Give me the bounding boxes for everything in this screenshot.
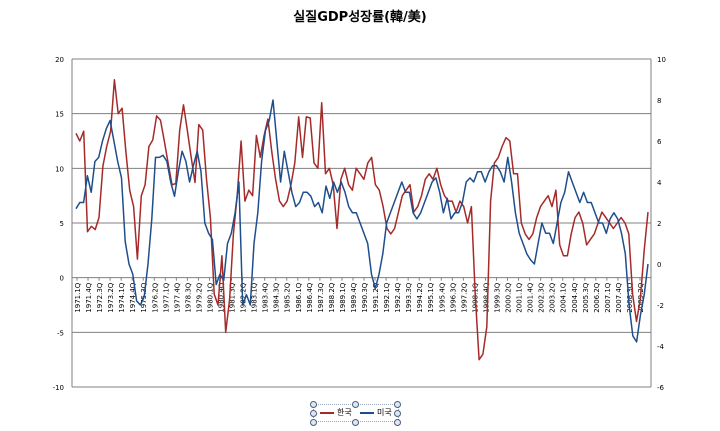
x-tick-label: 1989.4Q xyxy=(350,282,358,312)
y-tick-label: 0 xyxy=(60,275,64,283)
legend-resize-handle[interactable] xyxy=(352,401,359,408)
y-tick-label: 5 xyxy=(60,220,64,228)
x-tick-label: 2002.3Q xyxy=(538,282,546,312)
x-tick-label: 1995.4Q xyxy=(438,282,446,312)
y-tick-label: -5 xyxy=(57,329,64,337)
x-tick-label: 1996.3Q xyxy=(449,282,457,312)
x-tick-label: 1988.2Q xyxy=(328,282,336,312)
x-tick-label: 2004.1Q xyxy=(560,282,568,312)
x-tick-label: 1990.3Q xyxy=(361,282,369,312)
x-tick-label: 2001.4Q xyxy=(527,282,535,312)
y2-tick-label: -2 xyxy=(657,302,664,310)
x-tick-label: 1972.3Q xyxy=(96,282,104,312)
legend-resize-handle[interactable] xyxy=(394,419,401,426)
x-tick-label: 1980.4Q xyxy=(218,282,226,312)
legend-resize-handle[interactable] xyxy=(310,410,317,417)
x-tick-label: 1994.2Q xyxy=(416,282,424,312)
x-tick-label: 1978.3Q xyxy=(184,282,192,312)
y2-tick-label: 6 xyxy=(657,138,662,146)
x-tick-label: 1998.4Q xyxy=(482,282,490,312)
y-tick-label: 10 xyxy=(55,165,64,173)
x-tick-label: 1976.2Q xyxy=(151,282,159,312)
y2-tick-label: 0 xyxy=(657,261,661,269)
legend[interactable]: 한국 미국 xyxy=(310,401,401,426)
x-tick-label: 1980.1Q xyxy=(206,282,214,312)
x-tick-label: 2000.2Q xyxy=(505,282,513,312)
y2-tick-label: 4 xyxy=(657,179,662,187)
legend-swatch-usa xyxy=(360,411,374,414)
legend-resize-handle[interactable] xyxy=(310,401,317,408)
x-tick-label: 2007.4Q xyxy=(615,282,623,312)
x-tick-label: 1973.2Q xyxy=(107,282,115,312)
x-tick-label: 1974.1Q xyxy=(118,282,126,312)
chart-title: 실질GDP성장률(韓/美) xyxy=(293,10,427,25)
x-tick-label: 1986.1Q xyxy=(295,282,303,312)
x-tick-label: 1982.2Q xyxy=(240,282,248,312)
x-tick-label: 2001.1Q xyxy=(516,282,524,312)
x-tick-label: 2004.4Q xyxy=(571,282,579,312)
x-tick-label: 2007.1Q xyxy=(604,282,612,312)
x-tick-label: 1991.2Q xyxy=(372,282,380,312)
y2-tick-label: 10 xyxy=(657,56,666,64)
x-tick-label: 1984.3Q xyxy=(273,282,281,312)
series-line-usa xyxy=(75,99,649,343)
y2-tick-label: 8 xyxy=(657,97,661,105)
x-tick-label: 1989.1Q xyxy=(339,282,347,312)
y-tick-label: 20 xyxy=(55,56,64,64)
x-tick-label: 1992.4Q xyxy=(394,282,402,312)
x-tick-label: 1997.2Q xyxy=(460,282,468,312)
x-tick-label: 1993.3Q xyxy=(405,282,413,312)
legend-label-korea: 한국 xyxy=(337,408,352,417)
legend-resize-handle[interactable] xyxy=(310,419,317,426)
x-tick-label: 1971.1Q xyxy=(74,282,82,312)
x-tick-label: 2003.2Q xyxy=(549,282,557,312)
x-tick-label: 1995.1Q xyxy=(427,282,435,312)
x-tick-label: 1983.4Q xyxy=(262,282,270,312)
x-tick-label: 1999.3Q xyxy=(493,282,501,312)
x-tick-label: 1979.2Q xyxy=(195,282,203,312)
x-tick-label: 1986.4Q xyxy=(306,282,314,312)
y2-tick-label: -4 xyxy=(657,343,665,351)
x-tick-label: 1977.1Q xyxy=(162,282,170,312)
y-tick-label: 15 xyxy=(55,111,64,119)
legend-item-korea: 한국 xyxy=(320,407,352,418)
x-tick-label: 1992.1Q xyxy=(383,282,391,312)
series-line-korea xyxy=(75,79,649,361)
y-tick-label: -10 xyxy=(53,384,64,392)
y2-tick-label: 2 xyxy=(657,220,661,228)
y2-tick-label: -6 xyxy=(657,384,665,392)
x-tick-label: 1977.4Q xyxy=(173,282,181,312)
x-tick-label: 1987.3Q xyxy=(317,282,325,312)
x-tick-label: 1981.3Q xyxy=(229,282,237,312)
x-tick-label: 1985.2Q xyxy=(284,282,292,312)
legend-item-usa: 미국 xyxy=(360,407,392,418)
legend-swatch-korea xyxy=(320,411,334,414)
x-tick-label: 2006.2Q xyxy=(593,282,601,312)
x-tick-label: 2005.3Q xyxy=(582,282,590,312)
x-tick-label: 1983.1Q xyxy=(251,282,259,312)
x-tick-label: 1974.4Q xyxy=(129,282,137,312)
legend-resize-handle[interactable] xyxy=(352,419,359,426)
x-tick-label: 2008.3Q xyxy=(626,282,634,312)
legend-label-usa: 미국 xyxy=(377,408,392,417)
legend-resize-handle[interactable] xyxy=(394,401,401,408)
x-tick-label: 1971.4Q xyxy=(85,282,93,312)
legend-resize-handle[interactable] xyxy=(394,410,401,417)
